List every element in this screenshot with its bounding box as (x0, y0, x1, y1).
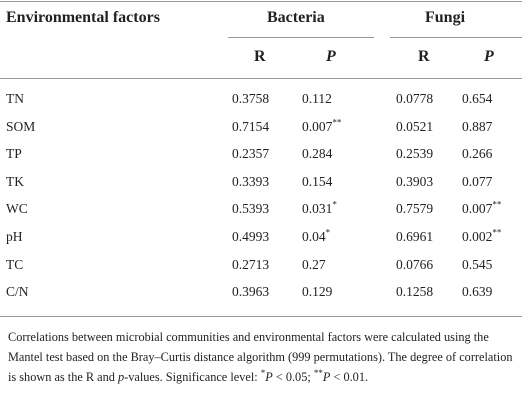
row-label: TC (6, 256, 24, 272)
cell: 0.002** (462, 227, 502, 245)
cell: 0.654 (462, 91, 493, 106)
top-rule (0, 1, 522, 2)
header-factor: Environmental factors (6, 9, 160, 26)
group-rule (228, 37, 374, 38)
cell: 0.284 (302, 146, 333, 162)
cell-value: 0.04 (302, 229, 326, 244)
cell: 0.2713 (232, 256, 270, 272)
footnote-text: P (322, 370, 331, 384)
cell: 0.3963 (232, 284, 270, 300)
significance-mark: * (332, 199, 337, 210)
column-header: P (326, 48, 336, 65)
row-label: TP (6, 146, 22, 162)
footnote-text: ** (313, 367, 323, 378)
column-header: R (418, 48, 430, 65)
cell-value: 0.031 (302, 201, 333, 217)
cell-value: 0.007 (462, 201, 493, 217)
cell: 0.0778 (396, 91, 434, 106)
row-label: TK (6, 173, 24, 189)
footnote-text: * (260, 367, 266, 378)
row-label: SOM (6, 118, 36, 134)
cell: 0.7154 (232, 118, 270, 134)
row-label: TN (6, 91, 24, 106)
row-label: WC (6, 201, 28, 217)
cell: 0.154 (302, 173, 333, 189)
footnote-text: < 0.05; (272, 370, 314, 384)
cell: 0.3393 (232, 173, 270, 189)
header-rule (0, 78, 522, 79)
cell: 0.007** (302, 117, 342, 135)
column-header: P (484, 48, 494, 65)
footnote-text: < 0.01. (330, 370, 369, 384)
group-header: Bacteria (267, 9, 325, 26)
significance-mark: ** (492, 227, 502, 238)
cell: 0.6961 (396, 229, 434, 244)
cell: 0.031* (302, 199, 337, 217)
row-label: C/N (6, 284, 29, 300)
cell: 0.639 (462, 284, 493, 300)
cell: 0.0521 (396, 118, 434, 134)
footnote: Correlations between microbial communiti… (8, 327, 518, 387)
cell: 0.112 (302, 91, 332, 106)
cell: 0.3903 (396, 173, 434, 189)
column-header: R (254, 48, 266, 65)
group-rule (390, 37, 522, 38)
group-header: Fungi (425, 9, 466, 26)
cell: 0.545 (462, 256, 493, 272)
cell: 0.077 (462, 173, 493, 189)
cell-value: 0.007 (302, 118, 333, 134)
cell: 0.5393 (232, 201, 270, 217)
footnote-text: p (117, 370, 125, 384)
footnote-text: P (265, 370, 273, 384)
cell: 0.0766 (396, 256, 434, 272)
cell: 0.2539 (396, 146, 434, 162)
cell: 0.887 (462, 118, 493, 134)
significance-mark: ** (332, 117, 342, 128)
cell: 0.1258 (396, 284, 434, 300)
cell: 0.007** (462, 199, 502, 217)
cell: 0.04* (302, 227, 331, 245)
row-label: pH (6, 229, 23, 244)
cell: 0.266 (462, 146, 493, 162)
cell: 0.4993 (232, 229, 270, 244)
footnote-text: Correlations between microbial communiti… (8, 330, 513, 384)
bottom-rule (0, 316, 522, 317)
cell-value: 0.002 (462, 229, 493, 244)
significance-mark: ** (492, 199, 502, 210)
significance-mark: * (325, 227, 331, 238)
cell: 0.2357 (232, 146, 270, 162)
cell: 0.27 (302, 256, 326, 272)
cell: 0.3758 (232, 91, 270, 106)
cell: 0.7579 (396, 201, 434, 217)
footnote-text: -values. Significance level: (124, 370, 261, 384)
cell: 0.129 (302, 284, 333, 300)
